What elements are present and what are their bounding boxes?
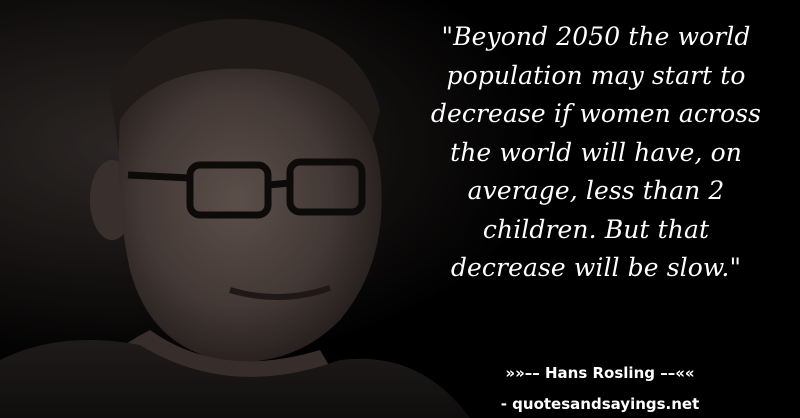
- quote-line: average, less than 2: [467, 176, 725, 205]
- quote-text: "Beyond 2050 the world population may st…: [410, 18, 782, 288]
- quote-author: »»–– Hans Rosling ––««: [505, 364, 695, 382]
- quote-line: the world will have, on: [450, 137, 742, 167]
- quote-line: population may start to: [446, 60, 746, 90]
- website-credit: - quotesandsayings.net: [500, 395, 700, 413]
- quote-line: decrease if women across: [430, 99, 762, 128]
- quote-line: children. But that: [482, 214, 710, 244]
- quote-line: "Beyond 2050 the world: [441, 22, 751, 51]
- quote-line: decrease will be slow.": [450, 253, 742, 282]
